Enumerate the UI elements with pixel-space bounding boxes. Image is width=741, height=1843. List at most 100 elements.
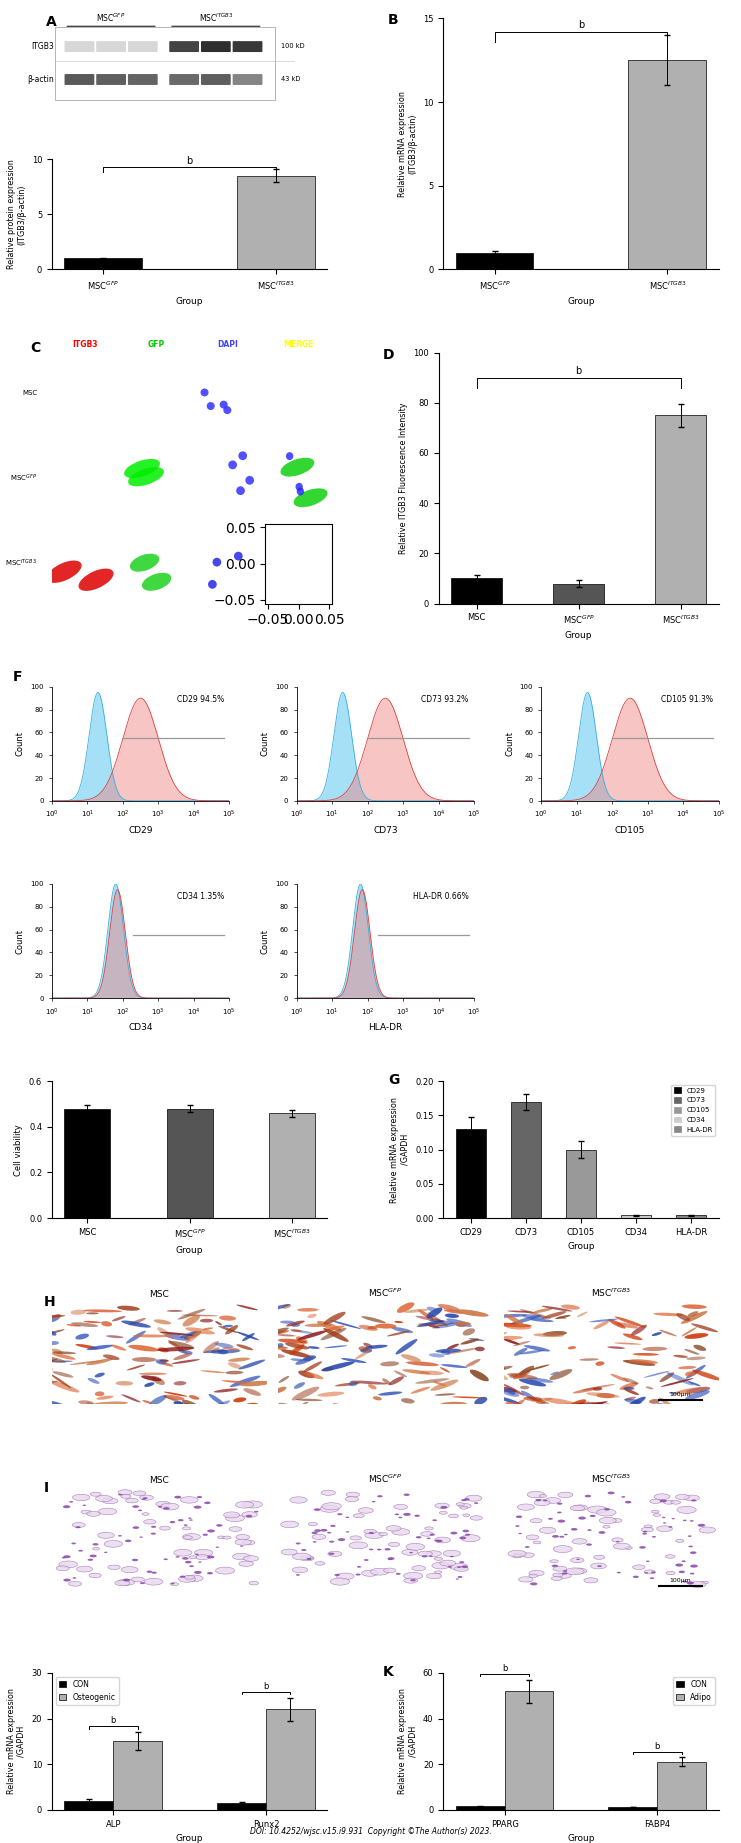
Ellipse shape (674, 1355, 688, 1358)
Ellipse shape (391, 1327, 413, 1332)
Ellipse shape (434, 1537, 451, 1543)
Ellipse shape (542, 1307, 572, 1312)
Ellipse shape (674, 1386, 710, 1393)
Ellipse shape (460, 1338, 479, 1345)
Ellipse shape (597, 1565, 602, 1567)
Ellipse shape (144, 1519, 156, 1524)
FancyBboxPatch shape (201, 41, 230, 52)
Ellipse shape (559, 1316, 566, 1320)
Ellipse shape (624, 1390, 639, 1395)
Ellipse shape (687, 1581, 694, 1585)
Bar (451, 579, 502, 603)
Ellipse shape (163, 1395, 185, 1401)
Ellipse shape (496, 1323, 532, 1327)
Ellipse shape (691, 1323, 718, 1332)
Ellipse shape (597, 1509, 616, 1517)
Ellipse shape (481, 1384, 517, 1391)
Ellipse shape (699, 1528, 716, 1533)
Ellipse shape (325, 1325, 345, 1331)
Ellipse shape (462, 1565, 468, 1568)
Ellipse shape (279, 1403, 304, 1412)
Ellipse shape (50, 1373, 71, 1388)
Ellipse shape (116, 1380, 133, 1386)
Text: 43 kD: 43 kD (281, 76, 300, 83)
Ellipse shape (657, 1403, 673, 1408)
Bar (237, 175, 315, 269)
Ellipse shape (507, 1399, 525, 1412)
Ellipse shape (70, 1360, 103, 1366)
Ellipse shape (527, 1364, 550, 1371)
Ellipse shape (59, 1561, 78, 1568)
Ellipse shape (503, 1384, 525, 1395)
Ellipse shape (337, 1513, 342, 1515)
Ellipse shape (256, 1327, 289, 1338)
Ellipse shape (665, 1555, 675, 1557)
Ellipse shape (369, 1532, 374, 1533)
Ellipse shape (551, 1371, 559, 1375)
Ellipse shape (359, 1325, 378, 1331)
Ellipse shape (182, 1399, 202, 1410)
Ellipse shape (317, 1321, 342, 1331)
Ellipse shape (404, 1309, 428, 1312)
Ellipse shape (71, 1321, 99, 1327)
Bar (676, 1215, 706, 1218)
Ellipse shape (294, 1382, 305, 1390)
Ellipse shape (242, 1332, 255, 1342)
Ellipse shape (521, 1391, 536, 1401)
Ellipse shape (550, 1369, 572, 1380)
Ellipse shape (685, 1332, 708, 1338)
Ellipse shape (256, 1353, 285, 1358)
FancyBboxPatch shape (201, 74, 230, 85)
Ellipse shape (513, 1554, 522, 1557)
Ellipse shape (222, 1535, 231, 1539)
Ellipse shape (562, 1572, 568, 1574)
Ellipse shape (126, 1331, 146, 1344)
Ellipse shape (314, 1508, 320, 1511)
Ellipse shape (323, 1329, 349, 1342)
Ellipse shape (178, 1309, 205, 1320)
Ellipse shape (535, 1498, 542, 1502)
Ellipse shape (440, 1403, 467, 1406)
Ellipse shape (330, 1524, 336, 1528)
Ellipse shape (304, 1406, 313, 1410)
Ellipse shape (388, 1543, 399, 1546)
Ellipse shape (428, 1312, 448, 1327)
Text: MSC$^{GFP}$: MSC$^{GFP}$ (10, 472, 37, 483)
Ellipse shape (594, 1555, 605, 1559)
Ellipse shape (622, 1377, 639, 1384)
Ellipse shape (157, 1360, 173, 1368)
Ellipse shape (529, 1574, 538, 1578)
Ellipse shape (218, 1535, 225, 1539)
X-axis label: HLA-DR: HLA-DR (368, 1023, 402, 1032)
Ellipse shape (403, 1513, 411, 1517)
Ellipse shape (315, 1561, 325, 1565)
Ellipse shape (578, 1517, 586, 1520)
Ellipse shape (184, 1331, 202, 1340)
Ellipse shape (514, 1342, 530, 1345)
Ellipse shape (189, 1565, 194, 1567)
FancyBboxPatch shape (64, 41, 94, 52)
Ellipse shape (321, 1362, 355, 1371)
X-axis label: CD29: CD29 (128, 826, 153, 835)
Ellipse shape (378, 1391, 402, 1395)
Ellipse shape (645, 1386, 654, 1390)
Ellipse shape (123, 1579, 130, 1581)
Ellipse shape (282, 1305, 291, 1309)
Ellipse shape (651, 1509, 659, 1513)
Ellipse shape (628, 1404, 651, 1412)
Ellipse shape (165, 1397, 193, 1408)
Ellipse shape (69, 1581, 82, 1587)
Ellipse shape (279, 1377, 289, 1382)
Ellipse shape (76, 1334, 89, 1340)
Ellipse shape (519, 1366, 534, 1375)
X-axis label: Group: Group (567, 297, 595, 306)
Ellipse shape (185, 1576, 203, 1581)
Ellipse shape (508, 1550, 526, 1557)
Ellipse shape (596, 1362, 605, 1366)
Ellipse shape (173, 1401, 183, 1404)
Ellipse shape (454, 1321, 471, 1325)
Text: ITGB3: ITGB3 (31, 42, 54, 52)
Ellipse shape (161, 1504, 179, 1509)
Ellipse shape (322, 1491, 336, 1495)
Text: CD29 94.5%: CD29 94.5% (176, 695, 224, 704)
